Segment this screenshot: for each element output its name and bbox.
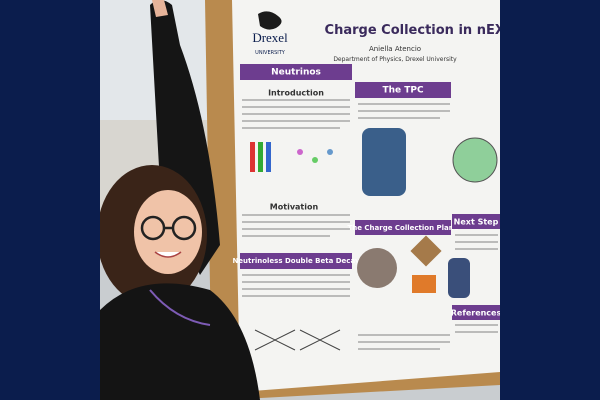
section-header: The Charge Collection Plane — [347, 224, 458, 232]
border-right — [500, 0, 600, 400]
body-text — [242, 99, 498, 350]
poster-title: Charge Collection in nEXO — [325, 23, 516, 38]
header-band — [240, 64, 352, 80]
section-header: Motivation — [270, 203, 319, 212]
section-header: The TPC — [382, 86, 424, 96]
section-header: Next Step — [454, 218, 499, 227]
section-header: Introduction — [268, 89, 324, 98]
figures — [250, 128, 498, 351]
logo-subtitle: UNIVERSITY — [255, 50, 286, 56]
header-band — [452, 214, 500, 229]
logo-name: Drexel — [252, 30, 288, 45]
logo: Drexel UNIVERSITY — [252, 11, 288, 56]
poster-author: Aniella Atencio — [369, 45, 421, 53]
section-header: References — [451, 309, 502, 318]
border-left — [0, 0, 100, 400]
section-header: Neutrinoless Double Beta Decay — [232, 257, 360, 265]
header-band — [355, 82, 451, 98]
poster-affiliation: Department of Physics, Drexel University — [333, 56, 457, 63]
section-header: Neutrinos — [271, 68, 321, 78]
header-band — [452, 305, 500, 320]
person — [97, 0, 260, 400]
header-band — [240, 253, 352, 269]
header-band — [355, 220, 451, 235]
